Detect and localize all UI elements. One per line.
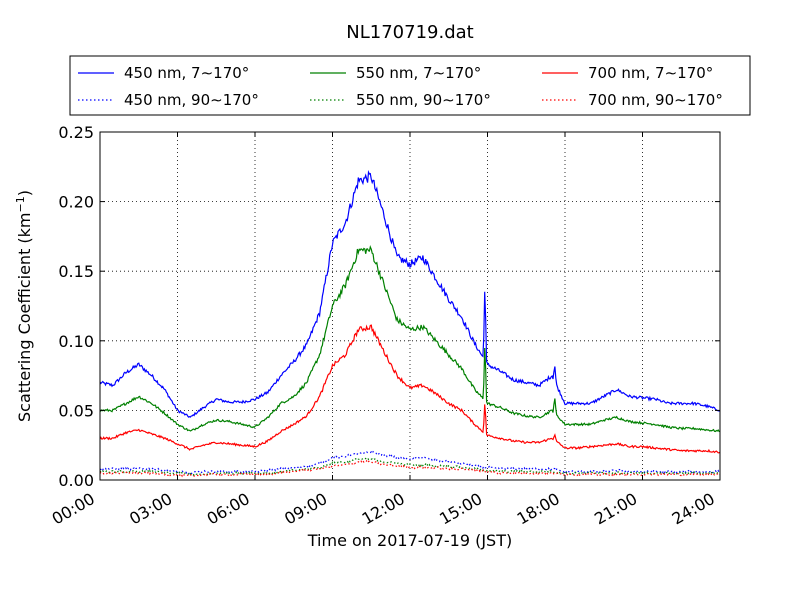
y-axis-label: Scattering Coefficient (km−1)	[14, 190, 34, 422]
x-tick-label: 03:00	[126, 489, 175, 529]
legend-label: 450 nm, 90∼170°	[124, 91, 259, 109]
y-tick-label: 0.25	[58, 123, 94, 142]
y-axis-label-sup: −1	[14, 196, 27, 212]
x-tick-label: 06:00	[204, 489, 253, 529]
grid	[100, 132, 720, 480]
legend-label: 700 nm, 7∼170°	[588, 64, 713, 82]
y-tick-label: 0.20	[58, 193, 94, 212]
chart-title: NL170719.dat	[346, 22, 473, 43]
y-axis-label-prefix: Scattering Coefficient (km	[15, 212, 34, 422]
legend-label: 550 nm, 7∼170°	[356, 64, 481, 82]
series-line	[99, 245, 721, 433]
legend: 450 nm, 7∼170° 550 nm, 7∼170° 700 nm, 7∼17…	[69, 55, 751, 116]
series-line	[99, 459, 721, 478]
ticks: 00:00 03:00 06:00 09:00 12:00 15:00 18:00 21:00…	[49, 123, 721, 529]
y-tick-label: 0.10	[58, 332, 94, 351]
legend-label: 550 nm, 90∼170°	[356, 91, 491, 109]
x-tick-label: 15:00	[436, 489, 485, 529]
x-tick-label: 18:00	[514, 489, 563, 529]
x-axis-label: Time on 2017-07-19 (JST)	[307, 531, 512, 550]
x-tick-label: 24:00	[669, 489, 718, 529]
legend-label: 450 nm, 7∼170°	[124, 64, 249, 82]
series-line	[99, 457, 721, 477]
series-line	[100, 450, 721, 475]
x-tick-label: 09:00	[281, 489, 330, 529]
y-axis-label-suffix: )	[15, 190, 34, 196]
x-tick-label: 21:00	[591, 489, 640, 529]
y-tick-label: 0.15	[58, 262, 94, 281]
legend-label: 700 nm, 90∼170°	[588, 91, 723, 109]
x-tick-label: 00:00	[49, 489, 98, 529]
legend-frame	[69, 55, 751, 116]
y-tick-label: 0.00	[58, 471, 94, 490]
series-line	[99, 170, 721, 418]
y-tick-label: 0.05	[58, 401, 94, 420]
series-layer	[99, 170, 721, 478]
series-line	[99, 324, 721, 454]
x-tick-label: 12:00	[359, 489, 408, 529]
